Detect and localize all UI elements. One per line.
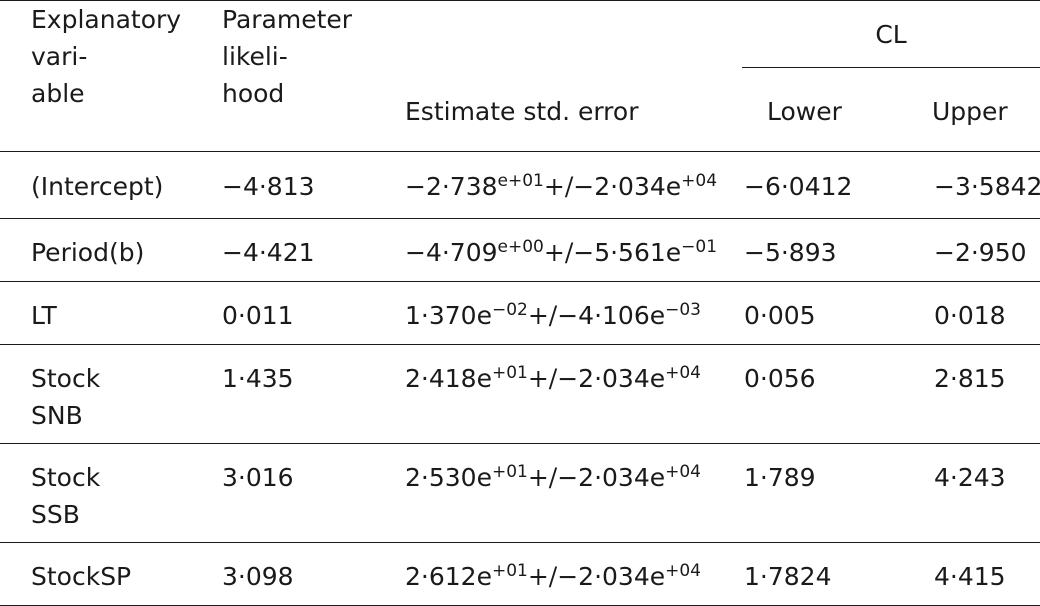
std-error-mantissa: −2·034e [557, 562, 666, 591]
cell-estimate-std-error: 2·612e+01+/−2·034e+04 [405, 542, 742, 606]
cell-upper-cl: 0·018 [932, 281, 1040, 345]
cell-estimate-std-error: 2·530e+01+/−2·034e+04 [405, 443, 742, 543]
plus-minus-sign: +/ [527, 463, 558, 492]
variable-name-line: (Intercept) [31, 172, 164, 201]
header-param-line3: hood [222, 79, 285, 108]
std-error-mantissa: −2·034e [557, 364, 666, 393]
cell-parameter-likelihood: 0·011 [222, 281, 405, 345]
std-error-exponent: +04 [665, 561, 702, 581]
header-explanatory-line1: Explanatory [31, 5, 182, 34]
cell-estimate-std-error: −2·738e+01+/−2·034e+04 [405, 151, 742, 219]
cell-lower-cl: −6·0412 [742, 151, 932, 219]
cell-upper-cl: 4·243 [932, 443, 1040, 543]
header-cl: CL [742, 0, 1040, 68]
std-error-mantissa: −5·561e [573, 238, 682, 267]
std-error-exponent: +04 [665, 462, 702, 482]
cell-lower-cl: 0·005 [742, 281, 932, 345]
estimate-mantissa: 2·418e [405, 364, 492, 393]
cell-lower-cl: 0·056 [742, 344, 932, 444]
estimate-mantissa: 1·370e [405, 301, 492, 330]
header-param-line2: likeli- [222, 42, 288, 71]
cell-explanatory-variable: Period(b) [0, 218, 222, 282]
table-row: (Intercept) −4·813 −2·738e+01+/−2·034e+04−… [0, 151, 1040, 219]
header-cl-label: CL [875, 19, 907, 49]
std-error-mantissa: −2·034e [557, 463, 666, 492]
variable-name-line: SSB [31, 500, 80, 529]
estimate-exponent: +01 [491, 363, 528, 383]
std-error-mantissa: −4·106e [557, 301, 666, 330]
table-row: StockSP 3·098 2·612e+01+/−2·034e+04 1·7824 4… [0, 542, 1040, 606]
cell-parameter-likelihood: 3·098 [222, 542, 405, 606]
cell-parameter-likelihood: 3·016 [222, 443, 405, 543]
plus-minus-sign: +/ [527, 301, 558, 330]
std-error-exponent: +04 [665, 363, 702, 383]
std-error-mantissa: −2·034e [573, 172, 682, 201]
estimate-exponent: −02 [491, 300, 528, 320]
variable-name-line: StockSP [31, 562, 132, 591]
cell-parameter-likelihood: −4·421 [222, 218, 405, 282]
variable-name-line: Stock [31, 463, 101, 492]
cell-parameter-likelihood: 1·435 [222, 344, 405, 444]
header-param-line1: Parameter [222, 5, 353, 34]
cell-explanatory-variable: Stock SNB [0, 344, 222, 444]
cell-estimate-std-error: 1·370e−02+/−4·106e−03 [405, 281, 742, 345]
table-body: (Intercept) −4·813 −2·738e+01+/−2·034e+04−… [0, 151, 1040, 606]
variable-name-line: LT [31, 301, 57, 330]
std-error-exponent: −01 [681, 237, 718, 257]
estimate-mantissa: 2·612e [405, 562, 492, 591]
header-explanatory-line3: able [31, 79, 85, 108]
header-lower: Lower [742, 67, 932, 152]
cell-upper-cl: 2·815 [932, 344, 1040, 444]
cell-estimate-std-error: −4·709e+00+/−5·561e−01 [405, 218, 742, 282]
std-error-exponent: −03 [665, 300, 702, 320]
cell-parameter-likelihood: −4·813 [222, 151, 405, 219]
variable-name-line: SNB [31, 401, 83, 430]
std-error-exponent: +04 [681, 171, 718, 191]
header-estimate-std-error: Estimate std. error [405, 0, 742, 152]
header-explanatory-line2: vari- [31, 42, 88, 71]
table-row: Stock SSB 3·016 2·530e+01+/−2·034e+04 1·789 4… [0, 443, 1040, 543]
table-row: LT 0·011 1·370e−02+/−4·106e−03 0·005 0·018 [0, 281, 1040, 345]
cell-explanatory-variable: Stock SSB [0, 443, 222, 543]
cell-explanatory-variable: (Intercept) [0, 151, 222, 219]
cell-upper-cl: −2·950 [932, 218, 1040, 282]
header-upper: Upper [932, 67, 1040, 152]
variable-name-line: Stock [31, 364, 101, 393]
estimate-exponent: e+00 [497, 237, 544, 257]
header-explanatory-variable: Explanatory vari- able [0, 0, 222, 152]
estimate-exponent: +01 [491, 561, 528, 581]
cell-upper-cl: 4·415 [932, 542, 1040, 606]
estimate-mantissa: 2·530e [405, 463, 492, 492]
cell-estimate-std-error: 2·418e+01+/−2·034e+04 [405, 344, 742, 444]
table-header: Explanatory vari- able Parameter likeli-… [0, 0, 1040, 152]
header-parameter-likelihood: Parameter likeli- hood [222, 0, 405, 152]
estimate-mantissa: −2·738 [405, 172, 498, 201]
plus-minus-sign: +/ [527, 364, 558, 393]
plus-minus-sign: +/ [543, 238, 574, 267]
estimate-exponent: e+01 [497, 171, 544, 191]
variable-name-line: Period(b) [31, 238, 145, 267]
table-row: Stock SNB 1·435 2·418e+01+/−2·034e+04 0·056 2… [0, 344, 1040, 444]
plus-minus-sign: +/ [527, 562, 558, 591]
cell-upper-cl: −3·5842 [932, 151, 1040, 219]
cell-lower-cl: 1·789 [742, 443, 932, 543]
cell-explanatory-variable: StockSP [0, 542, 222, 606]
cell-explanatory-variable: LT [0, 281, 222, 345]
table-row: Period(b) −4·421 −4·709e+00+/−5·561e−01 −5·… [0, 218, 1040, 282]
cell-lower-cl: −5·893 [742, 218, 932, 282]
estimate-mantissa: −4·709 [405, 238, 498, 267]
cell-lower-cl: 1·7824 [742, 542, 932, 606]
estimate-exponent: +01 [491, 462, 528, 482]
plus-minus-sign: +/ [543, 172, 574, 201]
